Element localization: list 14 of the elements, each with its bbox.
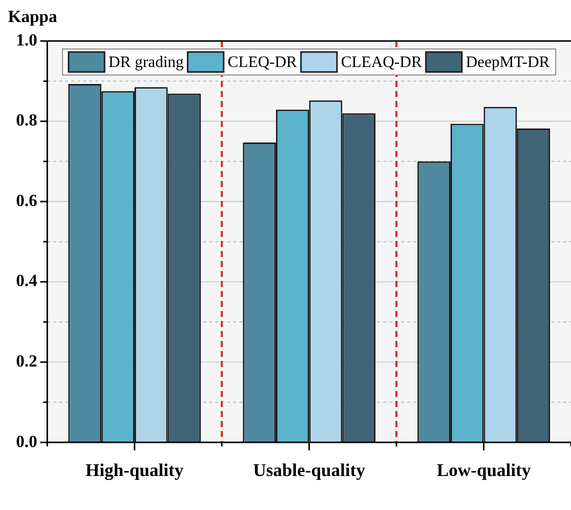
y-tick-label: 0.0 xyxy=(16,432,38,451)
legend-label: CLEAQ-DR xyxy=(340,54,422,72)
y-axis-title: Kappa xyxy=(8,7,58,26)
y-tick-label: 0.8 xyxy=(16,110,38,130)
x-tick-label: Usable-quality xyxy=(253,460,366,480)
legend-label: CLEQ-DR xyxy=(228,54,298,72)
x-tick-label: Low-quality xyxy=(436,460,531,480)
legend-label: DR grading xyxy=(108,54,184,72)
y-tick-label: 0.6 xyxy=(16,190,38,210)
y-tick-label: 1.0 xyxy=(16,30,38,50)
y-tick-label: 0.4 xyxy=(16,271,38,290)
x-tick-label: High-quality xyxy=(86,460,184,480)
y-tick-label: 0.2 xyxy=(16,352,38,371)
legend-label: DeepMT-DR xyxy=(466,54,550,72)
